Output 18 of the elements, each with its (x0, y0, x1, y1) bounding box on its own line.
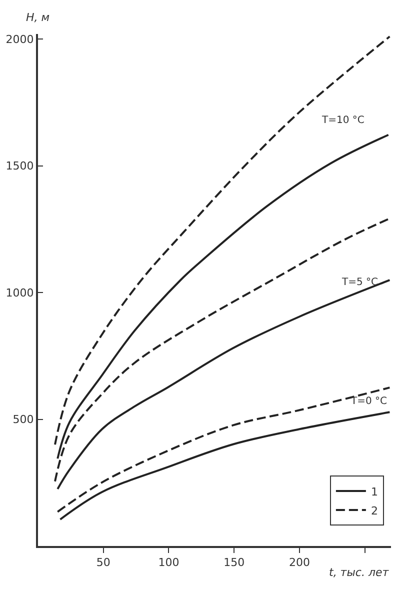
line-series (56, 386, 391, 513)
y-axis-title: H, м (26, 11, 50, 24)
y-tick-label: 1500 (6, 160, 34, 173)
annotation: T=0 °C (350, 396, 388, 407)
x-axis-title: t, тыс. лет (329, 566, 390, 579)
y-tick-label: 2000 (6, 32, 34, 46)
x-tick-label: 200 (288, 556, 310, 570)
line-series (54, 36, 391, 446)
annotation: T=5 °C (341, 277, 378, 288)
annotation: T=10 °C (321, 115, 364, 126)
x-tick-label: 100 (158, 556, 180, 570)
y-tick-label: 500 (12, 413, 34, 426)
line-series (59, 411, 391, 520)
legend-label: 1 (370, 485, 378, 498)
legend-label: 2 (370, 504, 378, 518)
x-tick-label: 50 (96, 556, 110, 570)
y-tick-label: 1000 (6, 286, 34, 300)
x-tick-label: 150 (224, 556, 245, 570)
